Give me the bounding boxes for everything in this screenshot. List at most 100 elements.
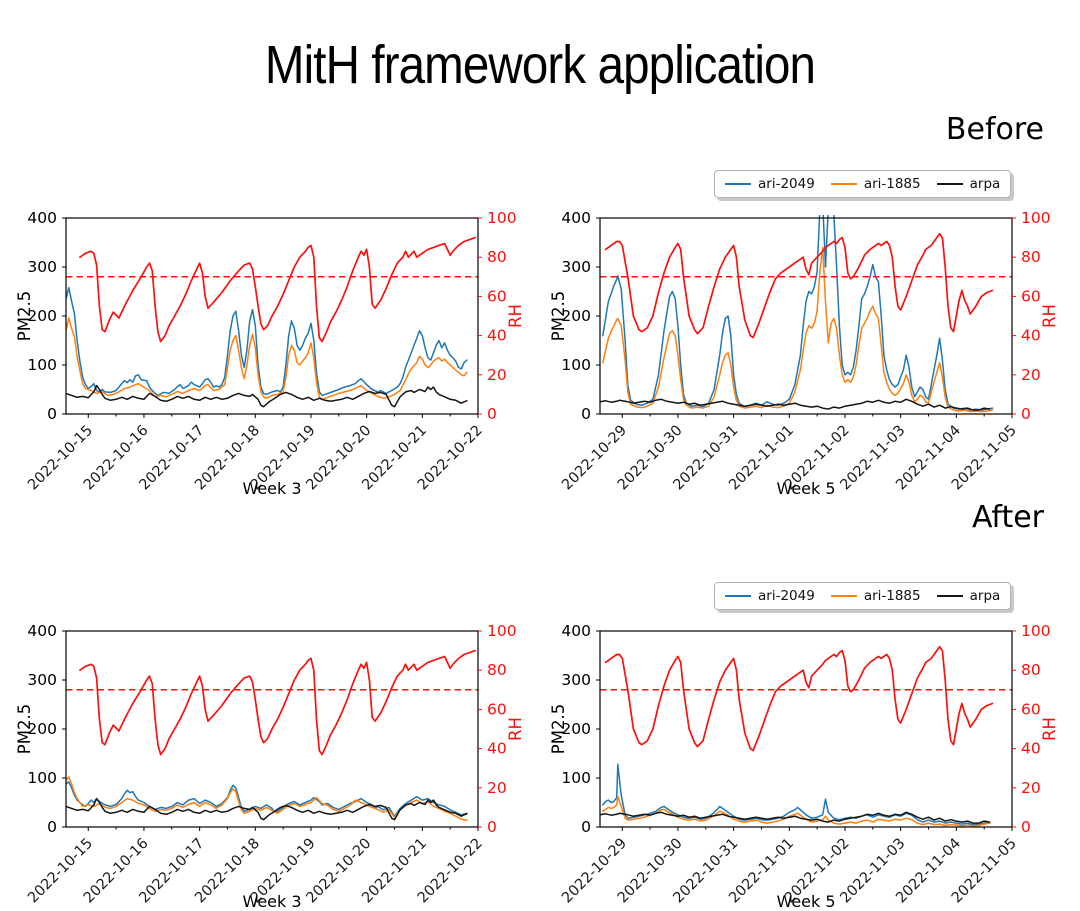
y-right-tick-label: 20 [1021,779,1041,797]
x-axis-label: Week 3 [242,479,301,498]
y-left-tick-label: 300 [561,671,591,689]
y-right-tick-label: 80 [1021,661,1041,679]
y-right-tick-label: 60 [487,287,507,305]
legend-after: ari-2049 ari-1885 arpa [714,582,1012,610]
y-left-tick-label: 0 [47,405,57,423]
y-right-tick-label: 0 [1021,818,1031,836]
chart-after-week5: 2022-10-29 2022-10-30 2022-10-31 2022-11-01… [534,573,1080,911]
y-left-axis-label: PM2.5 [549,291,568,341]
series-line-arpa [600,811,991,824]
legend-item-ari-2049: ari-2049 [725,588,815,604]
y-right-tick-label: 0 [487,405,497,423]
y-right-tick-label: 40 [487,740,507,758]
y-right-tick-label: 40 [1021,740,1041,758]
series-line-rh [79,649,477,756]
y-left-tick-label: 400 [27,622,57,640]
legend-label-arpa: arpa [969,176,1001,192]
y-left-tick-label: 400 [561,622,591,640]
legend-line-arpa-icon [936,182,963,186]
y-right-tick-label: 100 [1021,209,1051,227]
y-right-tick-label: 20 [487,366,507,384]
y-left-tick-label: 400 [27,209,57,227]
y-right-tick-label: 100 [1021,622,1051,640]
y-right-tick-label: 100 [487,209,517,227]
legend-label-ari-2049: ari-2049 [758,176,815,192]
x-axis-label: Week 3 [242,892,301,911]
chart-svg-before-week3: 2022-10-152022-10-162022-10-172022-10-18… [15,209,525,498]
y-left-tick-label: 200 [561,307,591,325]
legend-line-ari-2049-icon [725,182,751,186]
y-right-tick-label: 60 [487,700,507,718]
chart-before-week3: 2022-10-15 2022-10-16 2022-10-17 2022-10-18… [0,160,546,498]
legend-label-ari-1885: ari-1885 [863,176,921,192]
chart-svg-after-week5: 2022-10-292022-10-302022-10-312022-11-01… [549,622,1059,911]
series-line-ari-1885 [602,246,994,413]
legend-line-arpa-icon [936,594,963,598]
y-left-tick-label: 100 [27,356,57,374]
plot-spines [599,217,1013,415]
y-left-tick-label: 400 [561,209,591,227]
plot-spines [599,630,1013,828]
legend-line-ari-1885-icon [830,182,857,186]
chart-svg-before-week5: 2022-10-292022-10-302022-10-312022-11-01… [549,209,1059,498]
legend-item-ari-1885: ari-1885 [830,176,921,192]
legend-line-ari-1885-icon [830,594,857,598]
legend-label-ari-1885: ari-1885 [863,588,921,604]
y-right-tick-label: 20 [1021,366,1041,384]
after-label: After [971,500,1044,535]
series-line-arpa [600,398,991,411]
series-line-rh [604,645,994,752]
series-line-ari-1885 [66,317,468,401]
y-right-tick-label: 80 [1021,248,1041,266]
y-right-axis-label: RH [1040,717,1059,741]
y-right-axis-label: RH [506,304,525,328]
x-axis-label: Week 5 [776,479,835,498]
series-line-ari-1885 [66,776,468,821]
y-right-tick-label: 20 [487,779,507,797]
y-right-tick-label: 60 [1021,700,1041,718]
chart-svg-after-week3: 2022-10-152022-10-162022-10-172022-10-18… [15,622,525,911]
y-left-axis-label: PM2.5 [15,704,34,754]
y-left-tick-label: 0 [581,818,591,836]
y-right-tick-label: 40 [1021,327,1041,345]
y-left-axis-label: PM2.5 [549,704,568,754]
series-line-arpa [66,384,468,408]
y-right-tick-label: 80 [487,248,507,266]
y-left-axis-label: PM2.5 [15,291,34,341]
chart-before-week5: 2022-10-29 2022-10-30 2022-10-31 2022-11-01… [534,160,1080,498]
y-left-tick-label: 100 [27,769,57,787]
figure-title: MitH framework application [264,35,816,95]
series-line-ari-2049 [602,215,994,411]
y-left-tick-label: 100 [561,769,591,787]
y-left-tick-label: 200 [561,720,591,738]
y-right-tick-label: 100 [487,622,517,640]
series-line-rh [604,232,994,339]
series-line-arpa [66,797,468,821]
series-line-ari-2049 [66,286,468,397]
legend-label-arpa: arpa [969,588,1001,604]
before-label: Before [945,112,1044,147]
legend-item-ari-1885: ari-1885 [830,588,921,604]
legend-before: ari-2049 ari-1885 arpa [714,170,1012,198]
y-left-tick-label: 200 [27,720,57,738]
chart-after-week3: 2022-10-15 2022-10-16 2022-10-17 2022-10-18… [0,573,546,911]
series-line-ari-2049 [602,763,991,826]
legend-line-ari-2049-icon [725,594,751,598]
y-right-tick-label: 0 [1021,405,1031,423]
y-right-axis-label: RH [1040,304,1059,328]
y-right-tick-label: 40 [487,327,507,345]
y-right-tick-label: 80 [487,661,507,679]
legend-label-ari-2049: ari-2049 [758,588,815,604]
y-left-tick-label: 100 [561,356,591,374]
x-axis-label: Week 5 [776,892,835,911]
legend-item-ari-2049: ari-2049 [725,176,815,192]
y-right-tick-label: 0 [487,818,497,836]
y-left-tick-label: 300 [27,671,57,689]
series-line-rh [79,236,477,343]
y-left-tick-label: 0 [581,405,591,423]
y-left-tick-label: 300 [561,258,591,276]
y-left-tick-label: 200 [27,307,57,325]
y-left-tick-label: 0 [47,818,57,836]
legend-item-arpa: arpa [936,176,1001,192]
